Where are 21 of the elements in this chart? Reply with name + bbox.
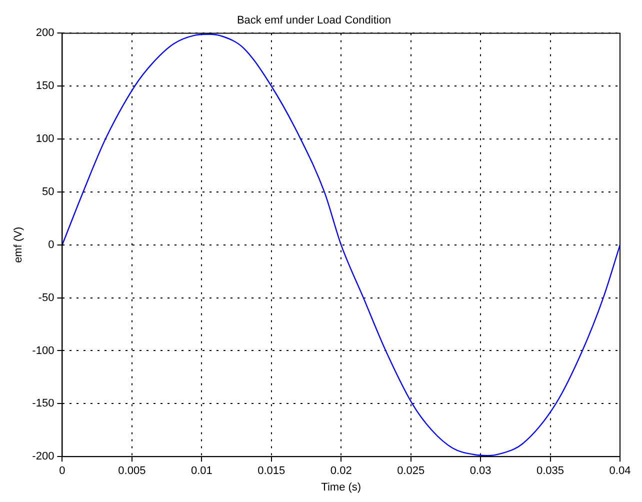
chart-title: Back emf under Load Condition: [236, 14, 392, 27]
x-tick-label: 0.02: [330, 465, 352, 478]
x-tick-label: 0.015: [258, 465, 286, 478]
x-axis-title: Time (s): [321, 481, 362, 494]
y-tick-label: 100: [36, 133, 54, 146]
x-tick-label: 0.035: [536, 465, 564, 478]
y-tick-label: 200: [36, 27, 54, 40]
x-tick-label: 0.025: [397, 465, 425, 478]
y-axis-title: emf (V): [12, 226, 25, 263]
y-tick-label: -200: [32, 450, 54, 463]
x-tick-label: 0: [59, 465, 66, 478]
y-tick-label: 50: [42, 186, 54, 198]
y-tick-label: -100: [32, 344, 54, 357]
y-tick-label: -150: [32, 398, 54, 410]
y-tick-label: 0: [48, 238, 54, 251]
y-tick-label: 150: [36, 80, 54, 92]
x-tick-label: 0.005: [118, 465, 146, 478]
y-tick-label: -50: [38, 292, 54, 304]
x-tick-label: 0.04: [609, 465, 631, 478]
x-tick-label: 0.03: [470, 465, 492, 478]
x-tick-label: 0.01: [190, 465, 212, 478]
